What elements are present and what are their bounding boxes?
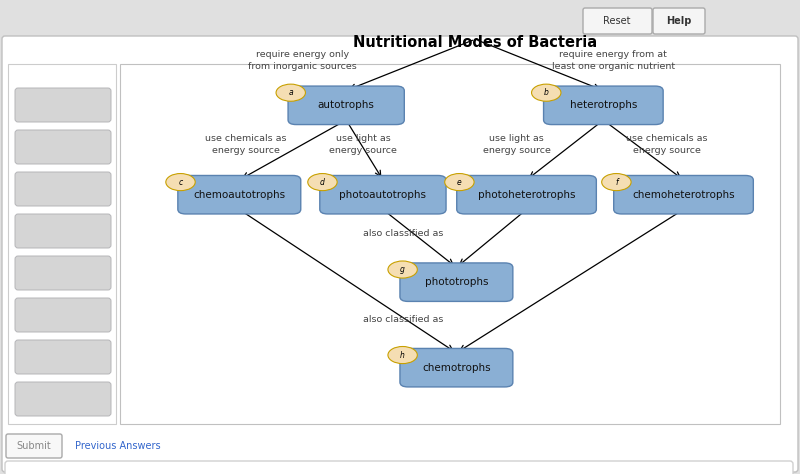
FancyBboxPatch shape	[8, 64, 116, 424]
Text: Help: Help	[666, 16, 692, 26]
Circle shape	[445, 173, 474, 191]
Text: use light as
energy source: use light as energy source	[329, 134, 397, 155]
Text: also classified as: also classified as	[362, 229, 443, 238]
FancyBboxPatch shape	[288, 86, 404, 125]
FancyBboxPatch shape	[543, 86, 663, 125]
Text: phototrophs: phototrophs	[425, 277, 488, 287]
Circle shape	[388, 346, 418, 364]
FancyBboxPatch shape	[178, 175, 301, 214]
FancyBboxPatch shape	[15, 88, 111, 122]
FancyBboxPatch shape	[15, 256, 111, 290]
FancyBboxPatch shape	[15, 298, 111, 332]
FancyBboxPatch shape	[400, 263, 513, 301]
FancyBboxPatch shape	[653, 8, 705, 34]
Text: use light as
energy source: use light as energy source	[482, 134, 550, 155]
FancyBboxPatch shape	[15, 214, 111, 248]
Text: c: c	[178, 178, 182, 187]
FancyBboxPatch shape	[320, 175, 446, 214]
Text: also classified as: also classified as	[362, 315, 443, 324]
Text: h: h	[400, 351, 405, 360]
FancyBboxPatch shape	[15, 172, 111, 206]
Text: a: a	[289, 88, 293, 97]
Text: require energy only
from inorganic sources: require energy only from inorganic sourc…	[248, 50, 357, 71]
FancyBboxPatch shape	[400, 348, 513, 387]
Text: e: e	[457, 178, 462, 187]
FancyBboxPatch shape	[120, 64, 780, 424]
Text: Reset: Reset	[603, 16, 630, 26]
Circle shape	[388, 261, 418, 278]
Text: use chemicals as
energy source: use chemicals as energy source	[206, 134, 286, 155]
Text: chemoautotrophs: chemoautotrophs	[194, 190, 286, 200]
Text: f: f	[615, 178, 618, 187]
Circle shape	[531, 84, 561, 101]
Text: Previous Answers: Previous Answers	[75, 441, 161, 451]
FancyBboxPatch shape	[2, 36, 798, 472]
FancyBboxPatch shape	[6, 434, 62, 458]
Text: d: d	[320, 178, 325, 187]
Circle shape	[602, 173, 631, 191]
Text: g: g	[400, 265, 405, 274]
Text: photoautotrophs: photoautotrophs	[339, 190, 426, 200]
FancyBboxPatch shape	[15, 130, 111, 164]
Circle shape	[276, 84, 306, 101]
Text: heterotrophs: heterotrophs	[570, 100, 637, 110]
Text: require energy from at
least one organic nutrient: require energy from at least one organic…	[552, 50, 675, 71]
FancyBboxPatch shape	[457, 175, 596, 214]
Text: chemoheterotrophs: chemoheterotrophs	[632, 190, 735, 200]
Circle shape	[166, 173, 195, 191]
FancyBboxPatch shape	[614, 175, 754, 214]
Text: photoheterotrophs: photoheterotrophs	[478, 190, 575, 200]
Text: use chemicals as
energy source: use chemicals as energy source	[626, 134, 707, 155]
Text: chemotrophs: chemotrophs	[422, 363, 490, 373]
Text: Nutritional Modes of Bacteria: Nutritional Modes of Bacteria	[353, 35, 597, 50]
FancyBboxPatch shape	[15, 340, 111, 374]
FancyBboxPatch shape	[583, 8, 652, 34]
Text: autotrophs: autotrophs	[318, 100, 374, 110]
Text: b: b	[544, 88, 549, 97]
Text: Submit: Submit	[17, 441, 51, 451]
Circle shape	[308, 173, 337, 191]
FancyBboxPatch shape	[5, 461, 793, 474]
FancyBboxPatch shape	[15, 382, 111, 416]
